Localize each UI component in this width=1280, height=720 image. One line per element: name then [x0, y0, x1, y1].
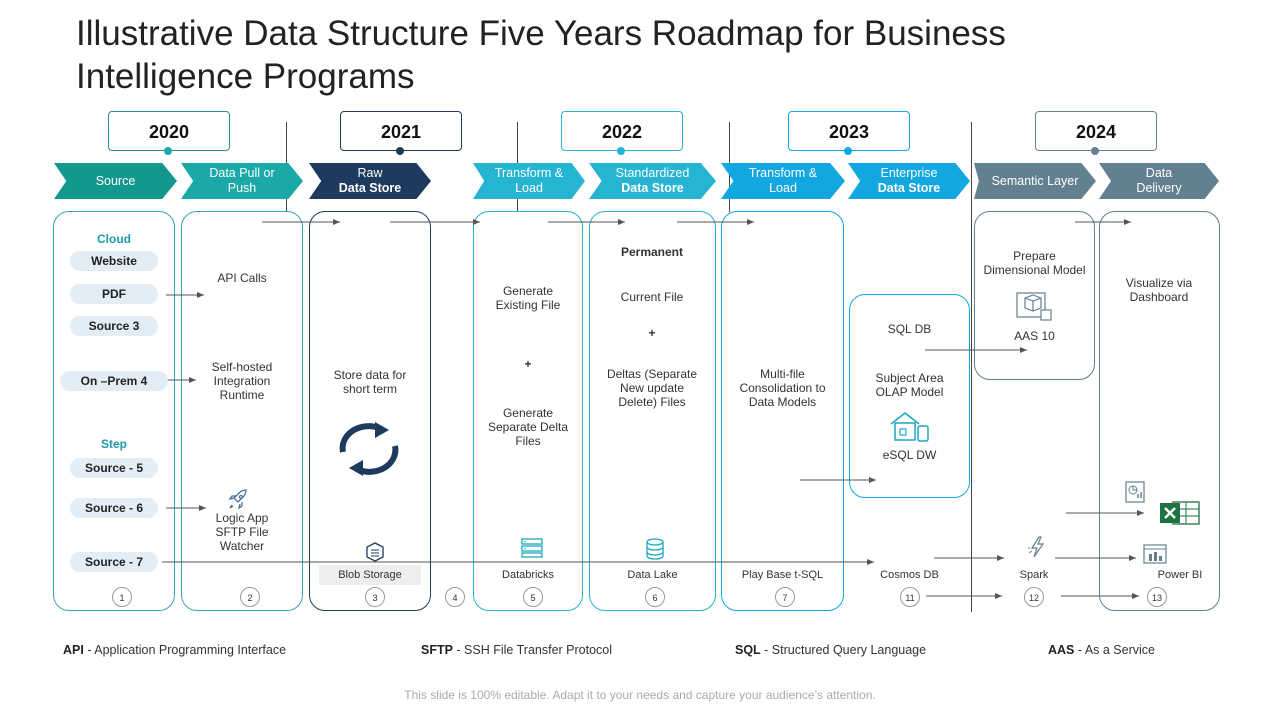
stage-data-pull: Data Pull or Push — [181, 163, 303, 199]
step-number: 12 — [1024, 587, 1044, 607]
source-pill-source-5: Source - 5 — [70, 458, 158, 478]
editable-note: This slide is 100% editable. Adapt it to… — [404, 688, 876, 702]
excel-icon — [1159, 500, 1201, 531]
stage-transform-load-1: Transform & Load — [473, 163, 585, 199]
step-number: 3 — [365, 587, 385, 607]
step-number: 7 — [775, 587, 795, 607]
dashboard-text: Visualize via Dashboard — [1125, 276, 1193, 304]
step-heading: Step — [100, 437, 127, 451]
step-number: 1 — [112, 587, 132, 607]
aas-text: AAS 10 — [1014, 329, 1055, 343]
year-dot — [164, 147, 172, 155]
api-calls-text: API Calls — [217, 271, 267, 285]
column-delivery — [1099, 211, 1220, 611]
source-pill-pdf: PDF — [70, 284, 158, 304]
dimensional-model-text: Prepare Dimensional Model — [983, 249, 1086, 277]
step-number: 11 — [900, 587, 920, 607]
step-number: 5 — [523, 587, 543, 607]
report-icon — [1124, 480, 1148, 509]
house-device-icon — [888, 410, 932, 447]
cosmos-db-label: Cosmos DB — [880, 569, 939, 581]
delta-files-text: Generate Separate Delta Files — [487, 406, 569, 448]
stage-enterprise-data-store: Enterprise Data Store — [848, 163, 970, 199]
source-pill-source-7: Source - 7 — [70, 552, 158, 572]
power-bi-label: Power BI — [1157, 569, 1203, 581]
column-source — [53, 211, 175, 611]
sql-db-text: SQL DB — [887, 322, 932, 336]
stage-data-delivery: Data Delivery — [1099, 163, 1219, 199]
power-bi-icon — [1143, 543, 1167, 570]
step-number: 13 — [1147, 587, 1167, 607]
column-pull — [181, 211, 303, 611]
consolidation-text: Multi-file Consolidation to Data Models — [739, 367, 826, 409]
stage-standardized-data-store: Standardized Data Store — [589, 163, 716, 199]
databricks-label: Databricks — [502, 569, 554, 581]
logic-app-text: Logic App SFTP File Watcher — [215, 511, 269, 553]
source-pill-onprem-4: On –Prem 4 — [60, 371, 168, 391]
spark-label: Spark — [1019, 569, 1049, 581]
column-standardized — [589, 211, 716, 611]
existing-file-text: Generate Existing File — [495, 284, 561, 312]
column-semantic — [974, 211, 1095, 380]
esql-dw-text: eSQL DW — [882, 448, 937, 462]
page-title: Illustrative Data Structure Five Years R… — [76, 14, 1006, 96]
year-dot — [1091, 147, 1099, 155]
year-2022: 2022 — [561, 111, 683, 151]
year-dot — [617, 147, 625, 155]
cube-model-icon — [1015, 290, 1053, 327]
spark-icon — [1026, 536, 1048, 563]
step-number: 6 — [645, 587, 665, 607]
stage-source: Source — [54, 163, 177, 199]
footer-abbr-api: API - Application Programming Interface — [63, 643, 287, 657]
databricks-icon — [521, 538, 543, 563]
stage-raw-data-store: Raw Data Store — [309, 163, 431, 199]
column-transform-1 — [473, 211, 583, 611]
footer-abbr-aas: AAS - As a Service — [1048, 643, 1155, 657]
stage-transform-load-2: Transform & Load — [721, 163, 845, 199]
cloud-heading: Cloud — [97, 232, 131, 246]
column-enterprise — [849, 294, 970, 498]
olap-model-text: Subject Area OLAP Model — [875, 371, 944, 399]
plus-sign: + — [648, 326, 656, 340]
step-number: 4 — [445, 587, 465, 607]
footer-abbr-sql: SQL - Structured Query Language — [735, 643, 927, 657]
plus-sign: + — [524, 357, 532, 371]
year-divider — [971, 122, 972, 612]
column-transform-2 — [721, 211, 844, 611]
permanent-label: Permanent — [620, 245, 684, 259]
deltas-text: Deltas (Separate New update Delete) File… — [606, 367, 698, 409]
blob-storage-icon — [366, 542, 384, 567]
current-file-text: Current File — [620, 290, 684, 304]
refresh-cycle-icon — [335, 422, 403, 481]
data-lake-label: Data Lake — [627, 569, 678, 581]
raw-store-text: Store data for short term — [333, 368, 407, 396]
stage-semantic-layer: Semantic Layer — [974, 163, 1096, 199]
rocket-icon — [226, 488, 250, 517]
play-base-label: Play Base t-SQL — [741, 569, 824, 581]
integration-runtime-text: Self-hosted Integration Runtime — [211, 360, 273, 402]
database-icon — [645, 538, 665, 565]
year-dot — [396, 147, 404, 155]
source-pill-source-6: Source - 6 — [70, 498, 158, 518]
source-pill-website: Website — [70, 251, 158, 271]
source-pill-source-3: Source 3 — [70, 316, 158, 336]
footer-abbr-sftp: SFTP - SSH File Transfer Protocol — [421, 643, 613, 657]
blob-storage-label: Blob Storage — [319, 565, 421, 585]
step-number: 2 — [240, 587, 260, 607]
column-raw — [309, 211, 431, 611]
year-dot — [844, 147, 852, 155]
